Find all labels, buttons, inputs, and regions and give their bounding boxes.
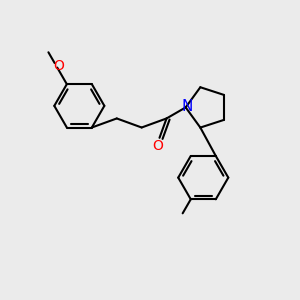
Text: O: O bbox=[53, 59, 64, 74]
Text: O: O bbox=[153, 139, 164, 153]
Text: N: N bbox=[181, 99, 193, 114]
